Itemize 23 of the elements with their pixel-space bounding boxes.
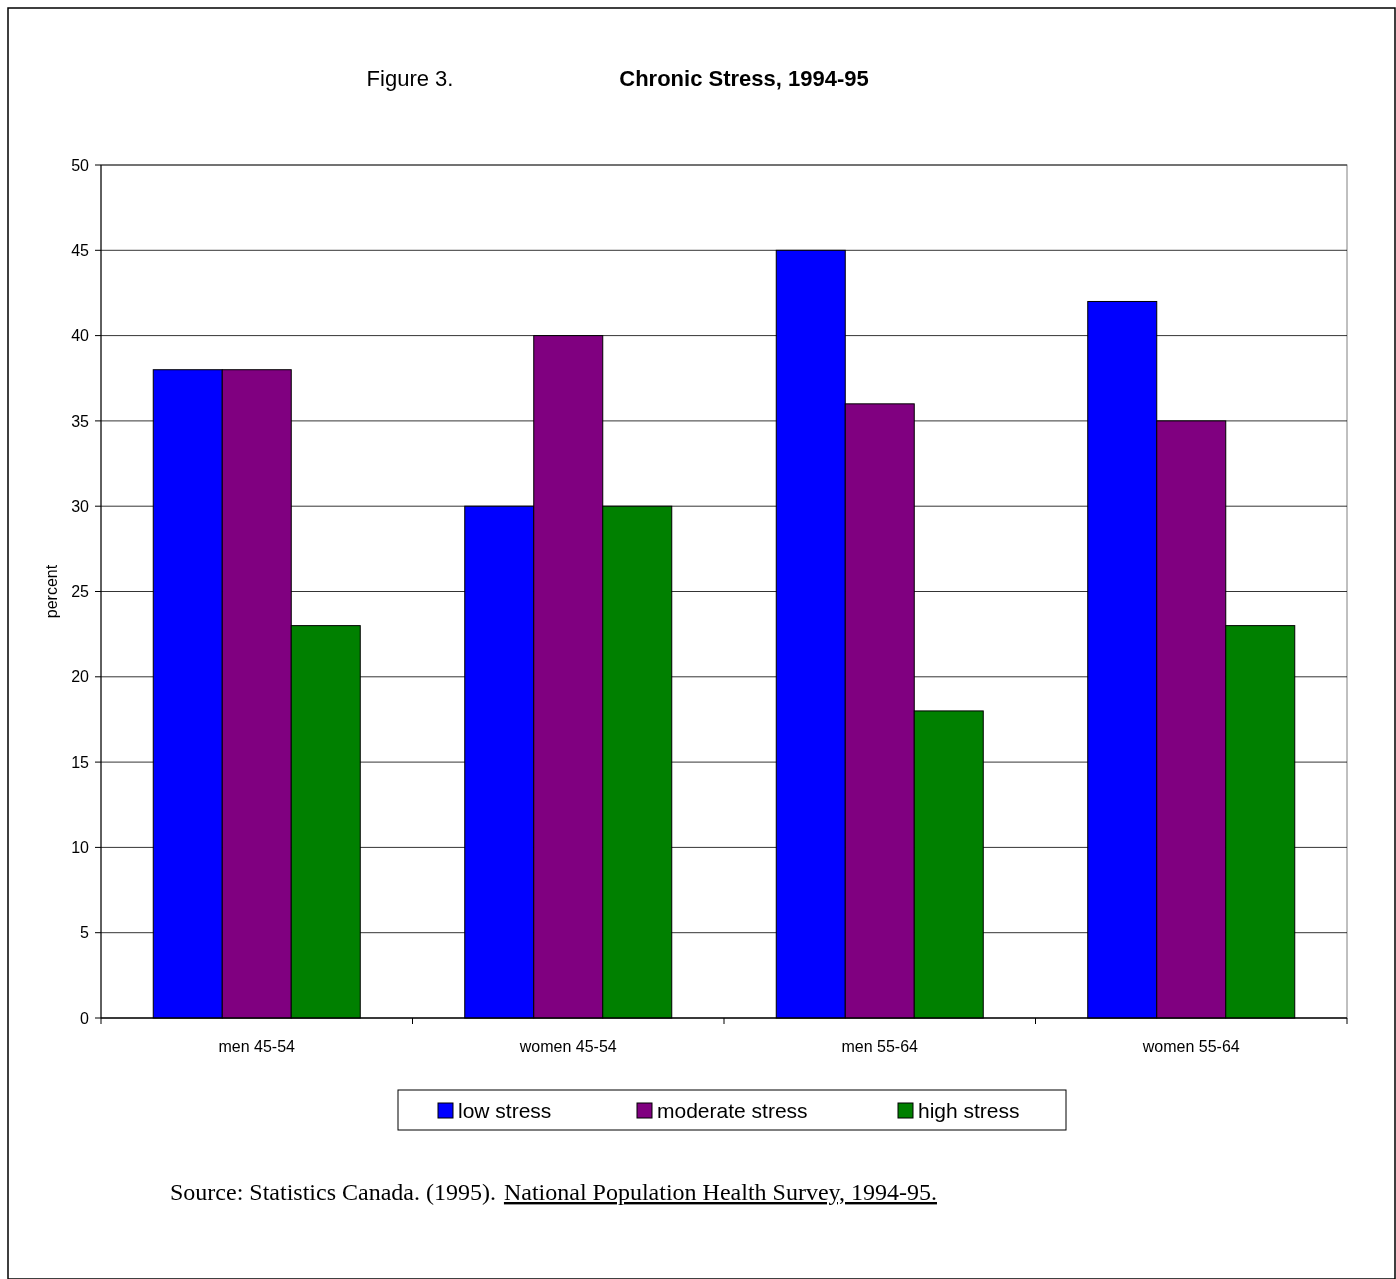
- y-tick-label: 35: [71, 412, 90, 430]
- source-note: Source: Statistics Canada. (1995).: [170, 1179, 496, 1205]
- x-tick-label: men 45-54: [218, 1038, 296, 1055]
- x-tick-label: women 45-54: [518, 1038, 617, 1055]
- y-tick-label: 45: [71, 241, 90, 259]
- y-tick-label: 15: [71, 753, 90, 771]
- y-tick-label: 20: [71, 668, 90, 686]
- chart-title: Chronic Stress, 1994-95: [619, 66, 869, 91]
- y-tick-label: 0: [80, 1009, 90, 1027]
- x-tick-label: women 55-64: [1141, 1038, 1240, 1055]
- text: National Population Health Survey, 1994-95.: [503, 1179, 937, 1205]
- legend-label: high stress: [918, 1099, 1020, 1122]
- x-tick-label: men 55-64: [841, 1038, 919, 1055]
- y-tick-label: 50: [71, 156, 90, 174]
- chart-subtitle: Figure 3.: [366, 66, 454, 91]
- legend-label: low stress: [458, 1099, 552, 1122]
- legend-label: moderate stress: [657, 1099, 808, 1122]
- y-axis-title: percent: [43, 564, 60, 619]
- y-tick-label: 10: [71, 839, 90, 856]
- y-tick-label: 5: [80, 924, 90, 942]
- y-tick-label: 30: [71, 497, 90, 515]
- y-tick-label: 25: [71, 583, 90, 601]
- y-tick-label: 40: [71, 327, 90, 345]
